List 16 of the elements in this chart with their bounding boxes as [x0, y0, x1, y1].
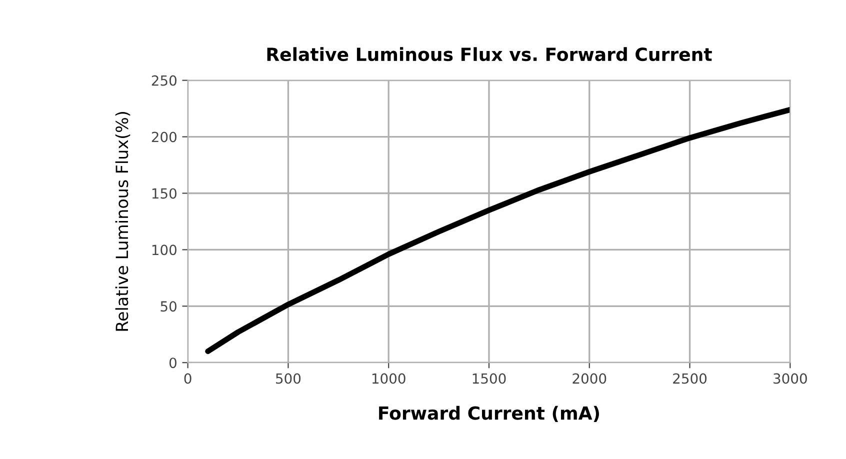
- x-tick-label: 2500: [673, 373, 707, 384]
- y-tick-label: 0: [169, 358, 176, 368]
- y-tick-label: 200: [152, 132, 176, 142]
- x-tick-label: 1000: [372, 373, 406, 384]
- x-tick-label: 3000: [774, 373, 807, 384]
- y-axis-title: Relative Luminous Flux(%): [115, 112, 130, 331]
- y-tick-label: 50: [160, 301, 176, 312]
- x-tick-label: 1500: [472, 373, 506, 384]
- x-tick-label: 2000: [572, 373, 606, 384]
- y-tick-label: 250: [152, 75, 176, 86]
- y-tick-label: 100: [152, 244, 176, 256]
- x-axis-title: Forward Current (mA): [379, 406, 599, 422]
- chart-title: Relative Luminous Flux vs. Forward Current: [267, 47, 712, 62]
- x-tick-label: 0: [184, 373, 192, 384]
- y-tick-label: 150: [152, 188, 176, 199]
- x-tick-label: 500: [276, 373, 301, 384]
